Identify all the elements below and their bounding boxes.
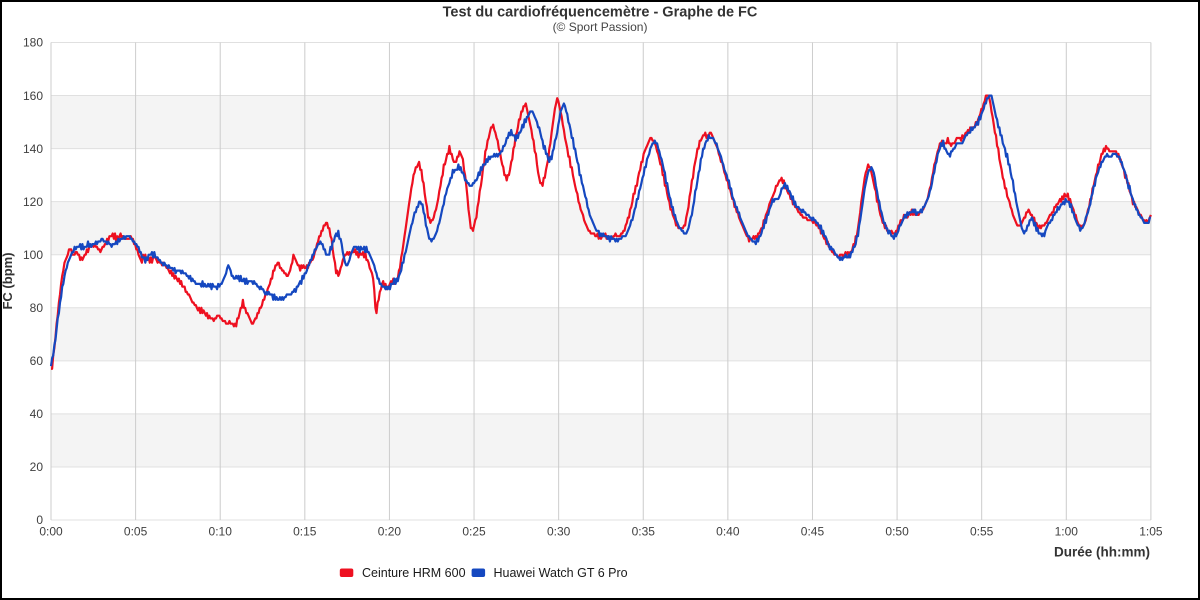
svg-text:Huawei Watch GT 6 Pro: Huawei Watch GT 6 Pro	[494, 566, 628, 580]
svg-text:140: 140	[23, 142, 43, 156]
svg-text:Durée (hh:mm): Durée (hh:mm)	[1054, 545, 1150, 560]
svg-text:0:15: 0:15	[293, 525, 317, 539]
svg-text:1:00: 1:00	[1055, 525, 1079, 539]
svg-text:0:05: 0:05	[124, 525, 148, 539]
svg-text:Ceinture HRM 600: Ceinture HRM 600	[362, 566, 466, 580]
svg-text:180: 180	[23, 36, 43, 50]
svg-text:0:40: 0:40	[716, 525, 740, 539]
svg-text:0:00: 0:00	[39, 525, 63, 539]
svg-text:120: 120	[23, 195, 43, 209]
svg-text:0:55: 0:55	[970, 525, 994, 539]
svg-text:0:20: 0:20	[378, 525, 402, 539]
svg-text:FC (bpm): FC (bpm)	[0, 252, 15, 309]
svg-text:0:35: 0:35	[632, 525, 656, 539]
svg-text:0: 0	[36, 513, 43, 527]
svg-text:40: 40	[30, 407, 44, 421]
svg-text:160: 160	[23, 89, 43, 103]
svg-text:0:25: 0:25	[462, 525, 486, 539]
svg-text:0:45: 0:45	[801, 525, 825, 539]
svg-text:0:50: 0:50	[885, 525, 909, 539]
svg-text:80: 80	[30, 301, 44, 315]
svg-text:20: 20	[30, 460, 44, 474]
svg-text:100: 100	[23, 248, 43, 262]
svg-text:60: 60	[30, 354, 44, 368]
svg-text:(© Sport Passion): (© Sport Passion)	[553, 20, 648, 34]
svg-text:Test du cardiofréquencemètre -: Test du cardiofréquencemètre - Graphe de…	[443, 5, 758, 21]
svg-text:1:05: 1:05	[1139, 525, 1163, 539]
svg-text:0:10: 0:10	[209, 525, 233, 539]
svg-text:0:30: 0:30	[547, 525, 571, 539]
